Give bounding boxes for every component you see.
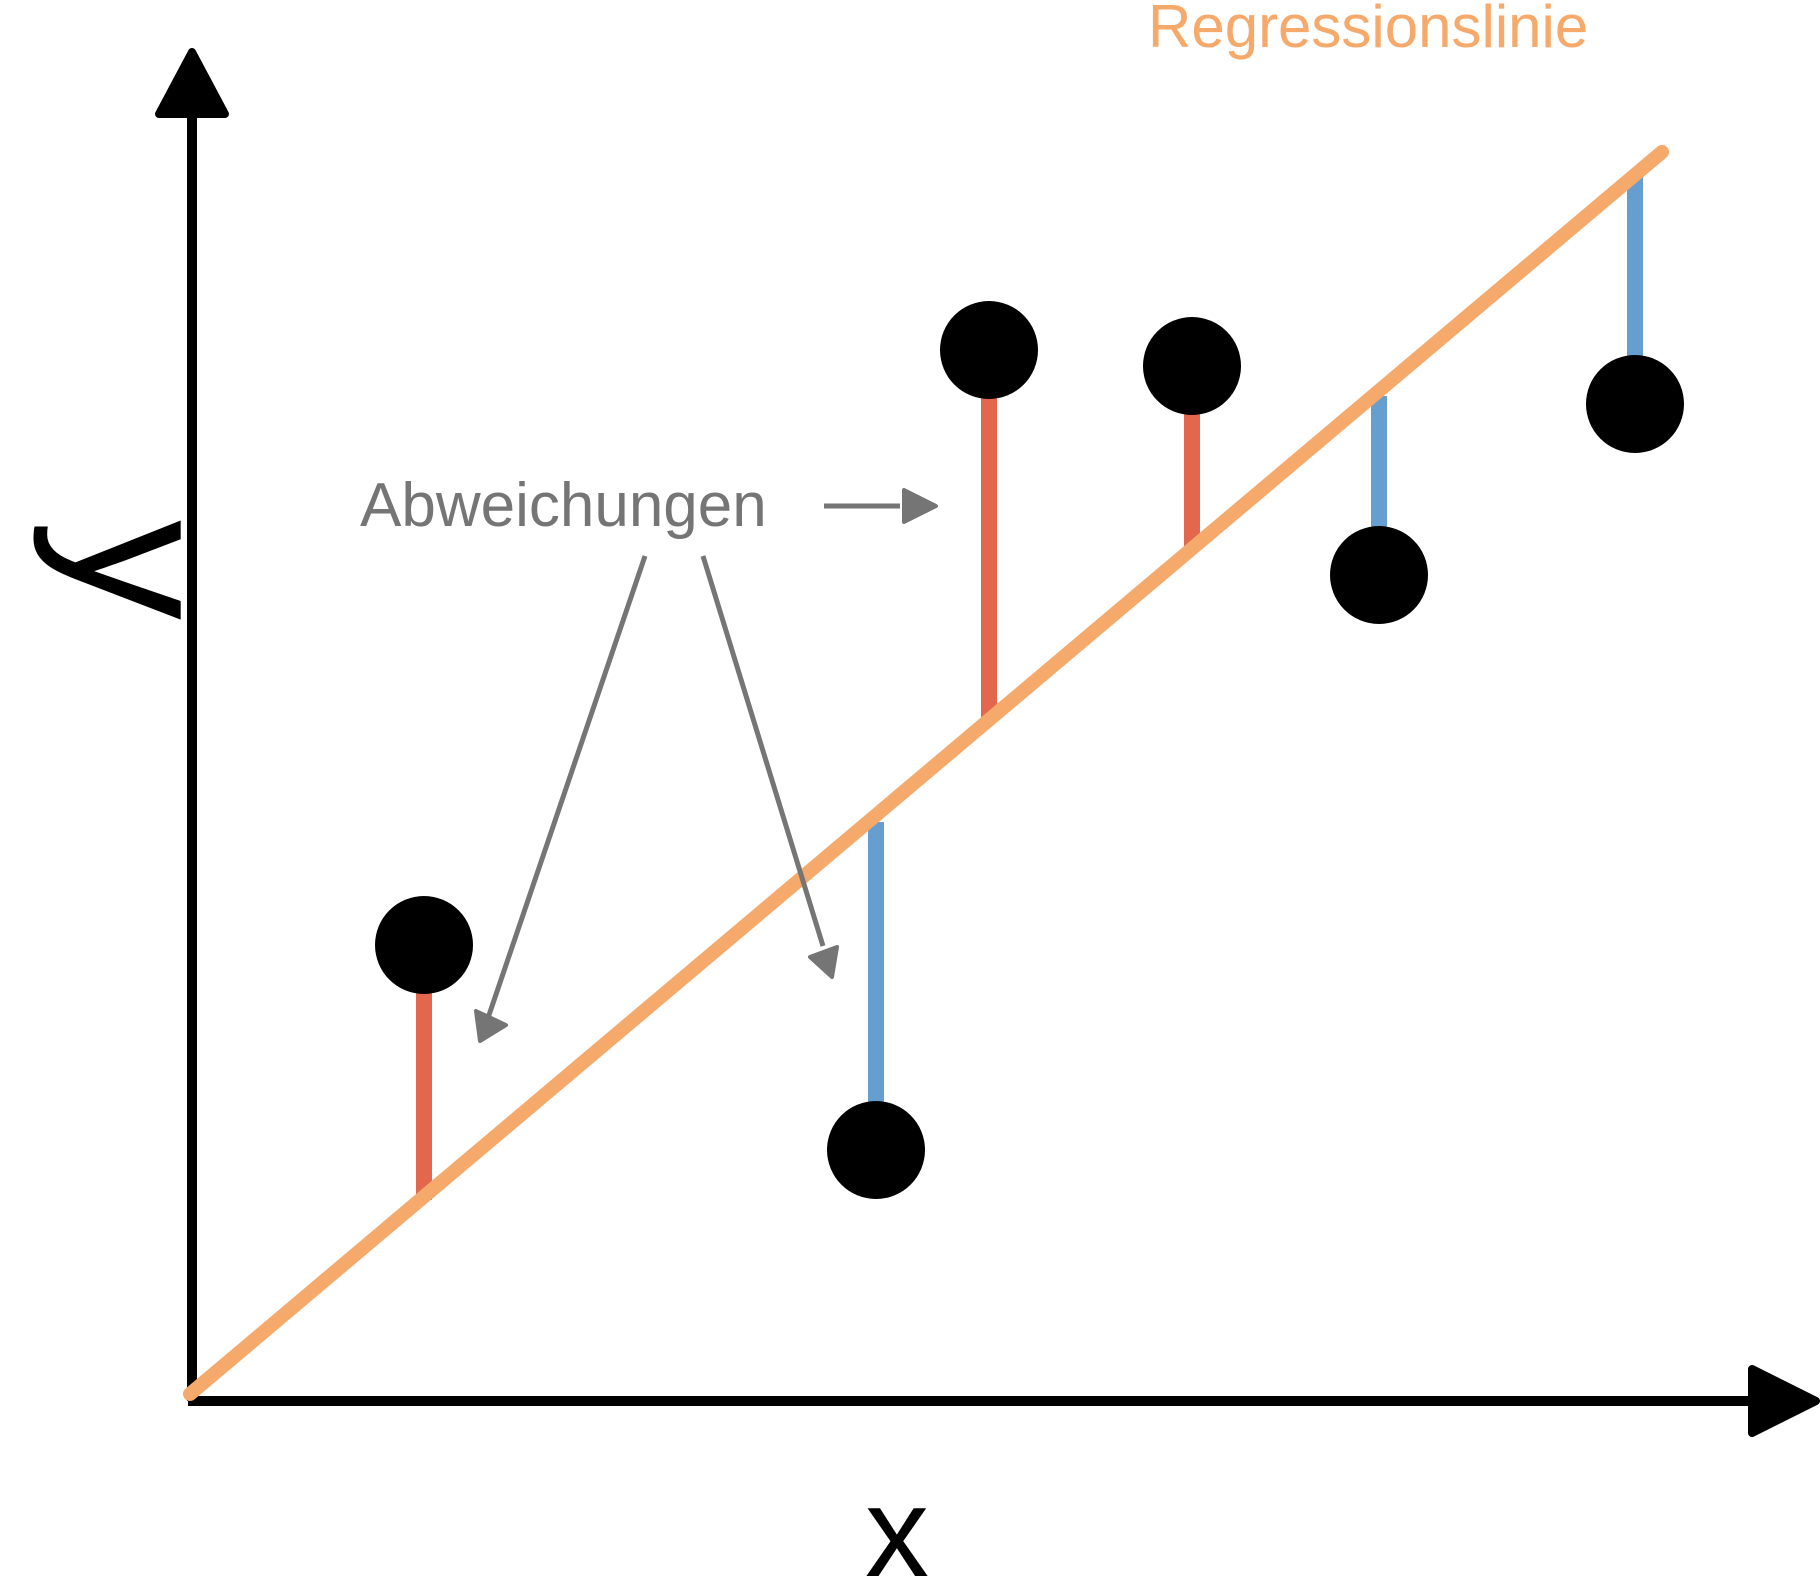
deviation-annotation: Abweichungen	[360, 471, 938, 1043]
y-axis-label: y	[32, 520, 255, 620]
annotation-arrowhead	[902, 488, 938, 524]
y-axis-arrowhead	[155, 48, 229, 118]
annotation-arrowhead	[474, 1009, 508, 1043]
x-axis-label: x	[865, 1461, 929, 1576]
annotation-arrow-shaft	[485, 555, 648, 1019]
deviations-label: Abweichungen	[360, 471, 767, 540]
data-point	[940, 301, 1038, 399]
regression-line-label: Regressionslinie	[1148, 0, 1588, 60]
data-point	[1586, 355, 1684, 453]
regression-line	[183, 145, 1669, 1401]
annotation-arrow-shaft	[700, 555, 826, 947]
data-point	[827, 1101, 925, 1199]
axes	[155, 48, 1820, 1437]
data-point	[1143, 317, 1241, 415]
data-point	[1330, 526, 1428, 624]
annotation-arrowhead	[808, 945, 839, 979]
x-axis-arrowhead	[1748, 1365, 1820, 1437]
data-points	[375, 301, 1684, 1199]
data-point	[375, 896, 473, 994]
